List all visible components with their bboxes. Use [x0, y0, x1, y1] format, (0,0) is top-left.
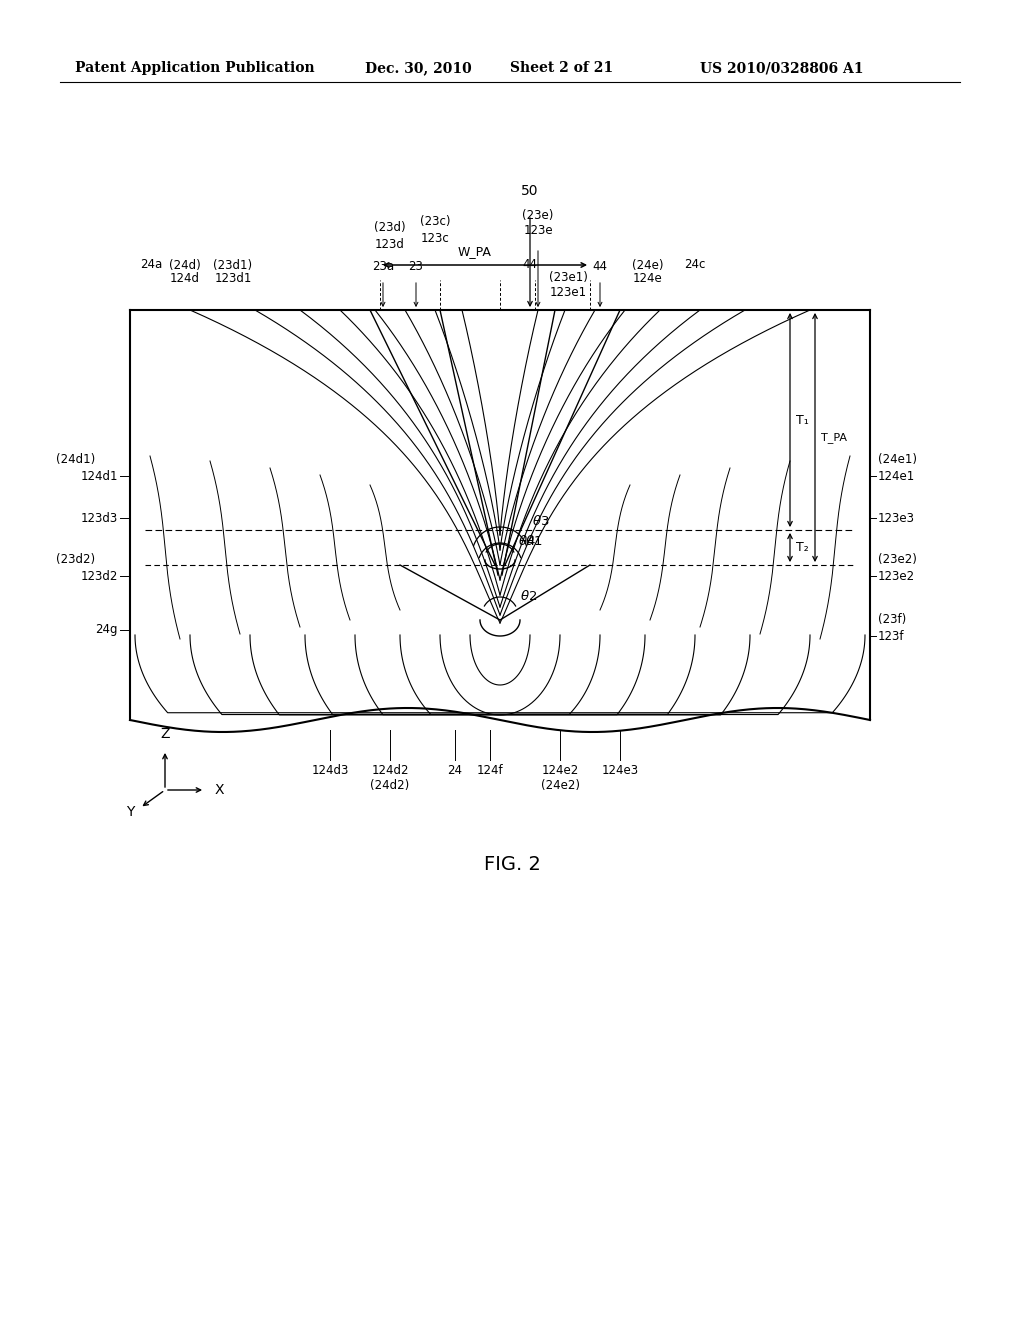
- Text: 24g: 24g: [95, 623, 118, 636]
- Text: FIG. 2: FIG. 2: [483, 855, 541, 874]
- Text: 124f: 124f: [477, 763, 504, 776]
- Text: 44: 44: [522, 259, 538, 272]
- Text: 124e: 124e: [633, 272, 663, 285]
- Text: Sheet 2 of 21: Sheet 2 of 21: [510, 61, 613, 75]
- Text: (24e2): (24e2): [541, 779, 580, 792]
- Text: (23d1): (23d1): [213, 259, 253, 272]
- Text: 123e2: 123e2: [878, 569, 915, 582]
- Text: 124d3: 124d3: [311, 763, 349, 776]
- Text: T₂: T₂: [796, 541, 809, 554]
- Text: Z: Z: [160, 727, 170, 741]
- Text: 50: 50: [521, 183, 539, 198]
- Text: 124e2: 124e2: [542, 763, 579, 776]
- Text: (23e1): (23e1): [549, 272, 588, 285]
- Text: 124d: 124d: [170, 272, 200, 285]
- Text: 123e1: 123e1: [550, 285, 587, 298]
- Text: (24e): (24e): [632, 259, 664, 272]
- Text: 124d1: 124d1: [81, 470, 118, 483]
- Text: 123d: 123d: [375, 238, 404, 251]
- Text: 24c: 24c: [684, 259, 706, 272]
- Text: W_PA: W_PA: [458, 246, 492, 257]
- Text: (24e1): (24e1): [878, 454, 918, 466]
- Text: 123d1: 123d1: [214, 272, 252, 285]
- Text: (23f): (23f): [878, 614, 906, 627]
- Text: X: X: [215, 783, 224, 797]
- Text: Patent Application Publication: Patent Application Publication: [75, 61, 314, 75]
- Text: $\theta$1: $\theta$1: [525, 535, 543, 548]
- Text: 24a: 24a: [140, 259, 162, 272]
- Text: T₁: T₁: [796, 413, 809, 426]
- Text: 124d2: 124d2: [372, 763, 409, 776]
- Text: US 2010/0328806 A1: US 2010/0328806 A1: [700, 61, 863, 75]
- Text: 123e: 123e: [523, 224, 553, 238]
- Text: 124e3: 124e3: [601, 763, 639, 776]
- Text: 123c: 123c: [421, 231, 450, 244]
- Text: (23c): (23c): [420, 215, 451, 228]
- Text: 123e3: 123e3: [878, 511, 915, 524]
- Text: 123d3: 123d3: [81, 511, 118, 524]
- Text: 23: 23: [409, 260, 424, 273]
- Text: (23d): (23d): [374, 222, 406, 235]
- Text: 24: 24: [447, 763, 463, 776]
- Text: 23a: 23a: [372, 260, 394, 273]
- Text: $\theta$2: $\theta$2: [520, 589, 538, 603]
- Text: (24d): (24d): [169, 259, 201, 272]
- Text: $\theta$4: $\theta$4: [518, 535, 536, 548]
- Text: 44: 44: [593, 260, 607, 273]
- Text: $\theta$3: $\theta$3: [532, 513, 550, 528]
- Text: 124e1: 124e1: [878, 470, 915, 483]
- Text: Y: Y: [126, 805, 134, 818]
- Text: T_PA: T_PA: [821, 432, 847, 444]
- Text: (23e2): (23e2): [878, 553, 916, 566]
- Text: (24d1): (24d1): [55, 454, 95, 466]
- Text: (24d2): (24d2): [371, 779, 410, 792]
- Text: (23d2): (23d2): [56, 553, 95, 566]
- Text: 123d2: 123d2: [81, 569, 118, 582]
- Text: (23e): (23e): [522, 209, 554, 222]
- Text: Dec. 30, 2010: Dec. 30, 2010: [365, 61, 472, 75]
- Text: 123f: 123f: [878, 630, 904, 643]
